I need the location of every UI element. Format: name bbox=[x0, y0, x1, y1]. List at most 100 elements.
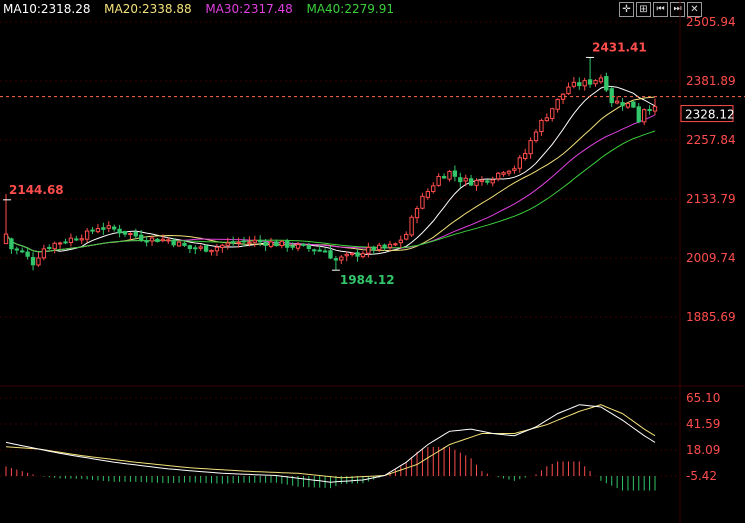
candle-body bbox=[63, 241, 68, 244]
price-tick-label: 2505.94 bbox=[686, 15, 736, 29]
candle-body bbox=[30, 257, 36, 266]
candle-body bbox=[236, 241, 241, 244]
candle-body bbox=[533, 131, 539, 142]
candle-body bbox=[101, 227, 106, 230]
candle-body bbox=[187, 245, 193, 250]
zoom-in-icon[interactable]: ⊞ bbox=[636, 2, 651, 17]
candle-body bbox=[506, 170, 512, 174]
candle-body bbox=[90, 229, 95, 232]
candle-body bbox=[620, 102, 625, 107]
macd-tick-label: 18.09 bbox=[686, 443, 720, 457]
candle-body bbox=[312, 249, 317, 252]
candle-body bbox=[468, 178, 474, 186]
candle-body bbox=[587, 79, 593, 85]
candle-body bbox=[387, 243, 393, 248]
candle-body bbox=[339, 256, 344, 261]
ma-legend: MA10:2318.28 MA20:2338.88 MA30:2317.48 M… bbox=[3, 2, 394, 16]
candle-body bbox=[14, 248, 19, 251]
candle-body bbox=[420, 195, 425, 209]
candle-body bbox=[220, 244, 225, 249]
current-price-box bbox=[680, 105, 734, 123]
candle-body bbox=[436, 175, 441, 186]
candle-body bbox=[193, 247, 198, 250]
candle-body bbox=[106, 225, 111, 229]
macd-tick-label: 41.59 bbox=[686, 417, 720, 431]
candle-body bbox=[355, 252, 360, 257]
candle-body bbox=[84, 230, 90, 240]
candle-body bbox=[474, 179, 479, 186]
skip-start-icon[interactable]: ⏮ bbox=[653, 2, 668, 17]
candle-body bbox=[485, 180, 490, 183]
chart-toolbar: ✛ ⊞ ⏮ ⏭ ✕ bbox=[619, 2, 702, 17]
candle-body bbox=[463, 177, 468, 182]
ma40-line bbox=[5, 130, 656, 253]
candle-body bbox=[544, 117, 550, 122]
macd-tick-label: 65.10 bbox=[686, 391, 720, 405]
skip-end-icon[interactable]: ⏭ bbox=[670, 2, 685, 17]
candle-body bbox=[176, 241, 182, 247]
crosshair-icon[interactable]: ✛ bbox=[619, 2, 634, 17]
candle-body bbox=[317, 249, 322, 252]
candle-body bbox=[441, 175, 447, 179]
candle-body bbox=[182, 242, 187, 246]
candle-body bbox=[268, 241, 274, 247]
candle-body bbox=[398, 239, 403, 244]
candle-body bbox=[550, 108, 555, 119]
candle-body bbox=[642, 109, 647, 123]
candle-body bbox=[47, 247, 52, 250]
candle-body bbox=[79, 238, 84, 241]
candle-body bbox=[9, 238, 14, 250]
candle-body bbox=[20, 250, 25, 253]
candle-body bbox=[328, 250, 333, 259]
candle-body bbox=[344, 253, 349, 257]
candle-body bbox=[166, 239, 171, 242]
candle-body bbox=[252, 239, 257, 243]
candle-body bbox=[214, 246, 220, 252]
candle-body bbox=[425, 191, 431, 198]
candle-body bbox=[409, 216, 414, 236]
candle-body bbox=[431, 185, 436, 192]
candle-body bbox=[582, 80, 587, 87]
candle-body bbox=[501, 172, 506, 175]
candle-body bbox=[263, 241, 268, 246]
ma40-label: MA40:2279.91 bbox=[306, 2, 394, 16]
candle-body bbox=[111, 226, 117, 230]
candle-body bbox=[523, 152, 528, 159]
candle-body bbox=[322, 250, 328, 253]
low-label: 1984.12 bbox=[340, 273, 395, 287]
candle-body bbox=[566, 86, 571, 95]
price-tick-label: 1885.69 bbox=[686, 310, 736, 324]
candle-body bbox=[258, 239, 263, 243]
candle-body bbox=[631, 101, 636, 108]
candle-body bbox=[652, 106, 658, 112]
candle-body bbox=[241, 240, 247, 243]
candle-body bbox=[539, 119, 544, 133]
candle-body bbox=[144, 240, 149, 243]
high-label: 2431.41 bbox=[592, 40, 647, 54]
macd-dea-line bbox=[5, 404, 656, 479]
candle-body bbox=[122, 231, 128, 235]
price-tick-label: 2257.84 bbox=[686, 133, 736, 147]
candle-body bbox=[74, 238, 79, 241]
price-tick-label: 2381.89 bbox=[686, 74, 736, 88]
candle-body bbox=[117, 228, 122, 234]
candle-body bbox=[225, 242, 230, 246]
candle-body bbox=[230, 241, 236, 244]
candle-body bbox=[36, 257, 41, 266]
candle-body bbox=[393, 243, 398, 246]
candle-body bbox=[495, 172, 501, 180]
candle-body bbox=[290, 245, 295, 248]
candle-body bbox=[614, 100, 620, 104]
candle-body bbox=[404, 233, 409, 240]
close-icon[interactable]: ✕ bbox=[687, 2, 702, 17]
left-high-label: 2144.68 bbox=[9, 183, 64, 197]
candle-body bbox=[625, 102, 631, 108]
candle-body bbox=[203, 245, 209, 252]
candle-body bbox=[301, 243, 306, 246]
candle-body bbox=[198, 246, 203, 249]
ma30-label: MA30:2317.48 bbox=[205, 2, 293, 16]
price-tick-label: 2009.74 bbox=[686, 251, 736, 265]
candle-body bbox=[598, 77, 604, 83]
candle-body bbox=[414, 208, 420, 219]
